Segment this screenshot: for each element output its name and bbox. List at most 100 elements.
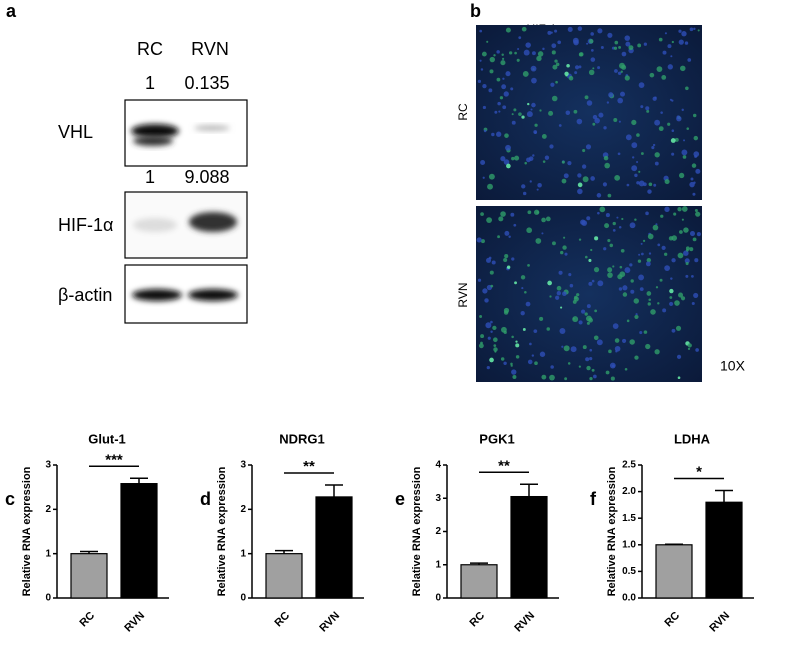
cell [659,278,663,282]
cell [591,279,595,283]
x-tick-label: RC [467,610,487,630]
cell [681,108,684,112]
cell [541,232,544,235]
cell [616,216,619,219]
cell [503,257,508,263]
y-tick-label: 4 [435,460,441,471]
cell [689,247,694,252]
cell [517,47,520,51]
cell [628,45,634,51]
cell [500,357,505,361]
cell [662,308,667,313]
cell [482,83,487,89]
cell [524,161,527,165]
cell [621,51,627,57]
cell [652,224,659,231]
cell [560,306,563,309]
y-axis-label: Relative RNA expression [21,466,33,596]
cell [576,293,580,297]
cell [526,227,533,234]
cell [527,264,530,267]
cell [479,59,482,62]
x-tick-label: RVN [512,610,537,635]
cell [638,82,645,88]
cell [629,339,635,345]
cell [683,250,689,256]
panel-label: f [590,489,597,509]
cell [681,206,688,212]
cell [491,260,496,265]
cell [589,39,594,44]
cell [494,350,497,353]
cell [622,285,628,291]
cell [574,65,580,70]
cell [536,211,540,214]
cell [528,156,534,161]
cell [618,120,621,123]
cell [636,181,640,185]
cell [564,377,568,381]
cell [675,325,682,331]
cell [476,237,482,243]
cell [569,283,574,288]
cell [480,239,485,244]
ratio: 0.135 [184,73,229,93]
cell [588,317,593,323]
cell [613,46,618,50]
cell [551,95,558,102]
cell [550,82,555,87]
cell [640,105,644,109]
cell [496,50,500,54]
y-tick-label: 2 [45,504,51,515]
cell [640,152,644,155]
cell [503,307,510,314]
cell [603,247,607,251]
y-tick-label: 0 [435,593,441,604]
bar [655,544,693,599]
y-axis-label: Relative RNA expression [606,466,618,596]
ratio: 9.088 [184,167,229,187]
cell [626,183,630,187]
cell [501,326,507,333]
cell [676,354,682,359]
cell [580,309,586,314]
row-label: RC [456,103,470,121]
ratio: 1 [145,167,155,187]
cell [693,27,696,31]
cell [525,42,531,48]
cell [640,242,643,245]
cell [534,131,537,134]
y-tick-label: 1.0 [622,539,636,550]
cell [572,316,579,323]
cell [532,154,535,157]
x-tick-label: RC [272,610,292,630]
significance: *** [105,451,123,468]
cell [493,347,498,352]
cell [514,51,517,55]
cell [678,39,684,45]
cell [682,155,687,159]
cell [671,129,675,132]
row-label: VHL [58,122,93,142]
cell [567,161,572,166]
significance: ** [303,458,315,475]
cell [592,67,595,70]
cell [488,173,495,180]
cell [692,237,697,242]
cell [646,291,652,296]
cell [522,328,526,331]
cell [563,345,570,352]
bar [265,553,303,599]
cell [619,271,626,278]
cell [515,340,518,343]
cell [638,180,645,187]
cell [677,376,681,380]
cell [618,45,622,49]
cell [586,365,591,371]
micrograph [476,25,702,200]
cell [501,57,505,60]
cell [496,77,501,82]
cell [645,106,650,111]
cell [654,349,660,355]
cell [589,348,593,352]
